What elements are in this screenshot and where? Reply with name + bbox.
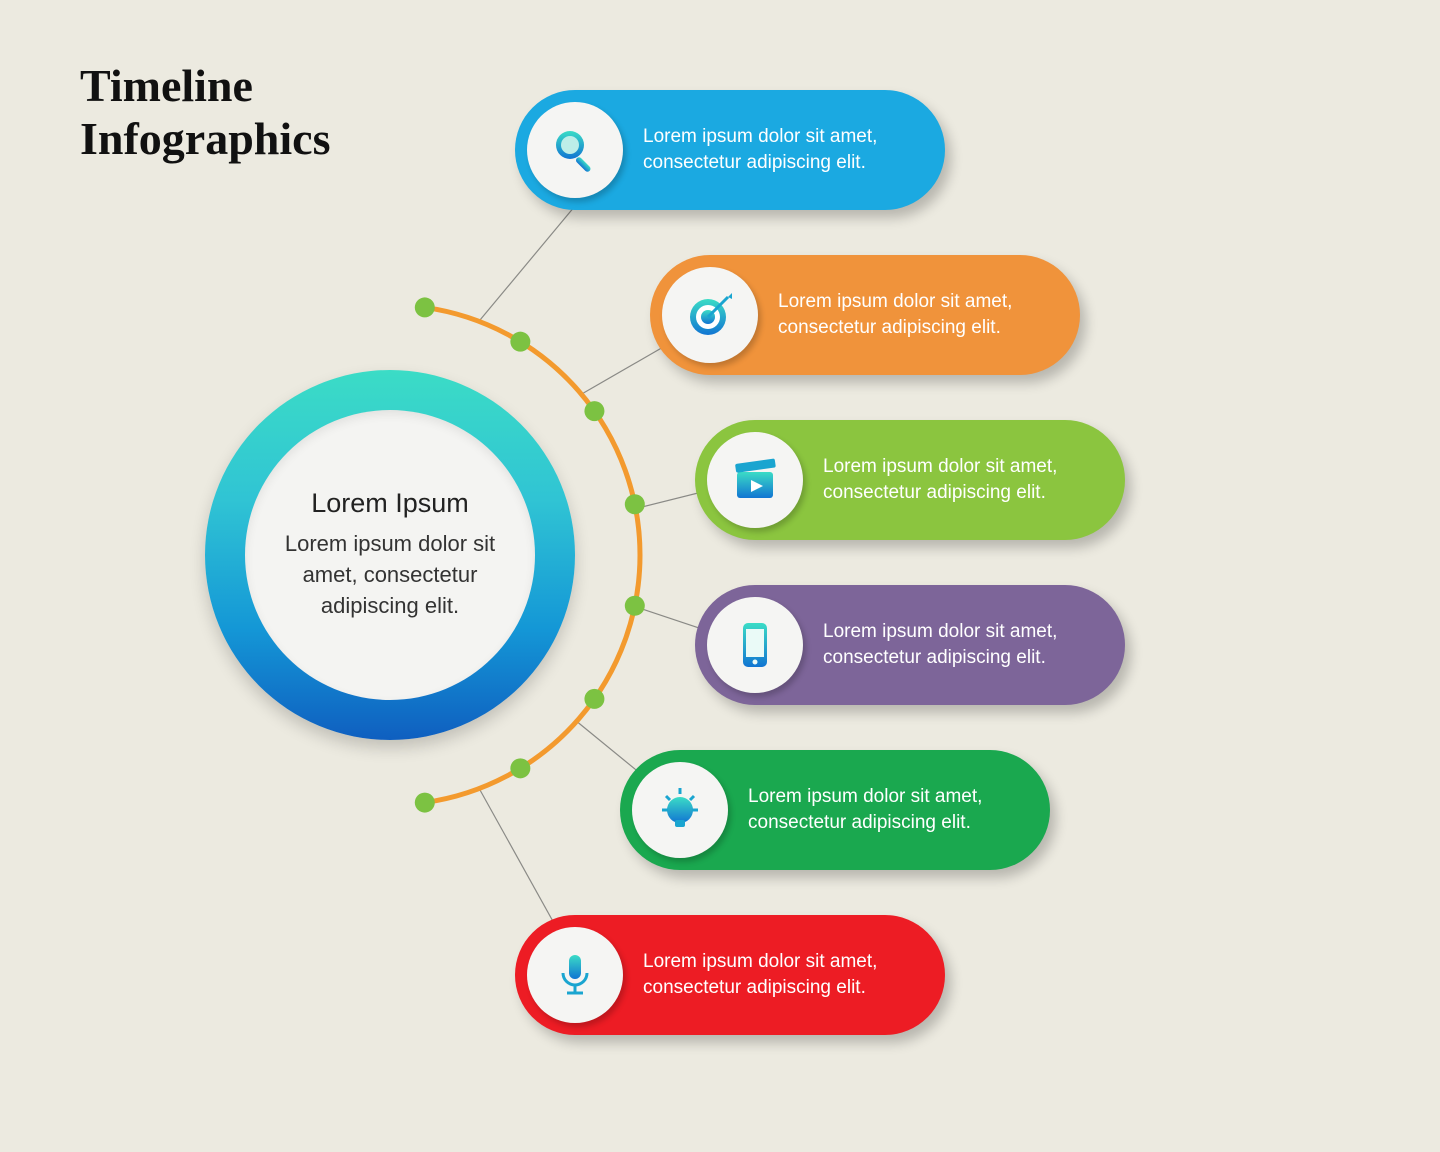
pill-text-4: Lorem ipsum dolor sit amet, consectetur …	[803, 619, 1125, 670]
pill-4: Lorem ipsum dolor sit amet, consectetur …	[695, 585, 1125, 705]
bulb-icon	[632, 762, 728, 858]
center-inner: Lorem Ipsum Lorem ipsum dolor sit amet, …	[245, 410, 535, 700]
title-line-2: Infographics	[80, 113, 330, 166]
arc-dot	[625, 596, 645, 616]
pill-5: Lorem ipsum dolor sit amet, consectetur …	[620, 750, 1050, 870]
magnifier-icon	[527, 102, 623, 198]
arc-dot	[584, 689, 604, 709]
arc-dot	[584, 401, 604, 421]
page-title: Timeline Infographics	[80, 60, 330, 166]
arc-dot	[510, 758, 530, 778]
arc-dot	[510, 332, 530, 352]
pill-3: Lorem ipsum dolor sit amet, consectetur …	[695, 420, 1125, 540]
target-icon	[662, 267, 758, 363]
pill-2: Lorem ipsum dolor sit amet, consectetur …	[650, 255, 1080, 375]
pill-text-2: Lorem ipsum dolor sit amet, consectetur …	[758, 289, 1080, 340]
center-heading: Lorem Ipsum	[311, 488, 469, 519]
pill-text-3: Lorem ipsum dolor sit amet, consectetur …	[803, 454, 1125, 505]
pill-1: Lorem ipsum dolor sit amet, consectetur …	[515, 90, 945, 210]
mic-icon	[527, 927, 623, 1023]
clapper-icon	[707, 432, 803, 528]
center-circle: Lorem Ipsum Lorem ipsum dolor sit amet, …	[205, 370, 575, 740]
title-line-1: Timeline	[80, 60, 330, 113]
pill-6: Lorem ipsum dolor sit amet, consectetur …	[515, 915, 945, 1035]
connector-1	[480, 200, 580, 320]
pill-text-5: Lorem ipsum dolor sit amet, consectetur …	[728, 784, 1050, 835]
center-body: Lorem ipsum dolor sit amet, consectetur …	[270, 529, 510, 621]
arc-dot	[625, 494, 645, 514]
phone-icon	[707, 597, 803, 693]
arc-dot	[415, 297, 435, 317]
pill-text-6: Lorem ipsum dolor sit amet, consectetur …	[623, 949, 945, 1000]
arc-dot	[415, 793, 435, 813]
pill-text-1: Lorem ipsum dolor sit amet, consectetur …	[623, 124, 945, 175]
